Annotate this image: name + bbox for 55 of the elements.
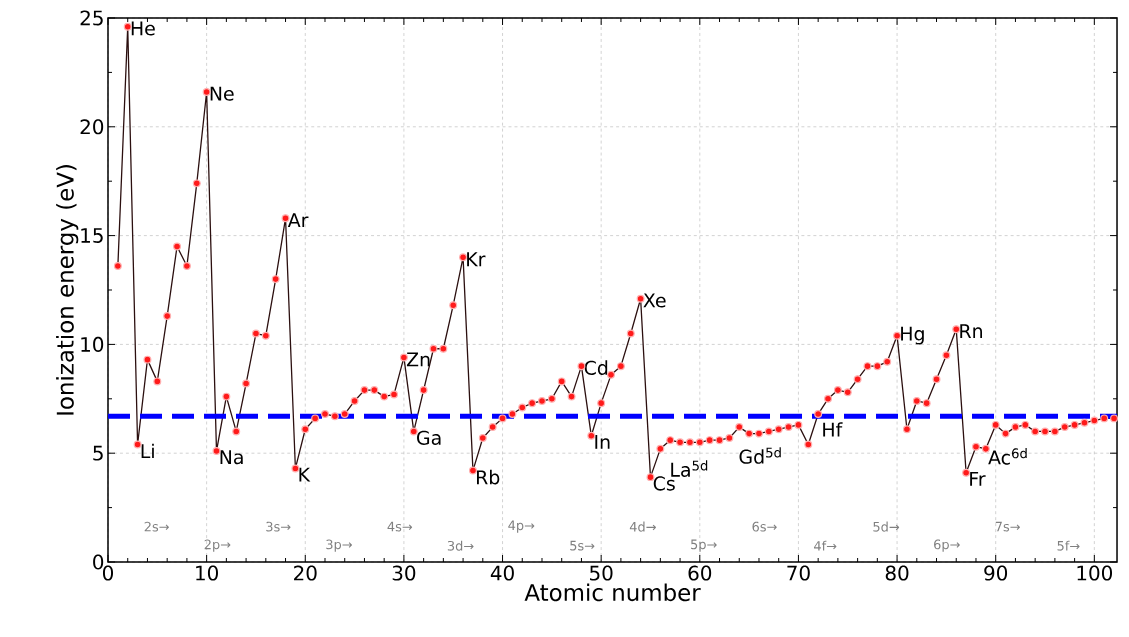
x-axis-title: Atomic number xyxy=(524,583,701,602)
annotation: 4p→ xyxy=(508,520,535,533)
annotation: 3d→ xyxy=(447,540,474,551)
annotation: Cd xyxy=(584,360,608,375)
annotation: 4s→ xyxy=(387,521,413,532)
annotation: 3p→ xyxy=(326,539,352,552)
annotation: K xyxy=(299,467,311,482)
annotation: Fr xyxy=(970,471,986,486)
annotation: 2p→ xyxy=(204,539,231,552)
y-axis-title: Ionization energy (eV) xyxy=(56,165,79,415)
y-tick-label: 25 xyxy=(80,10,103,26)
annotation: Hf xyxy=(823,422,843,437)
annotation: Ne xyxy=(210,86,234,101)
x-tick-label: 90 xyxy=(984,565,1008,581)
annotation: 5f→ xyxy=(1057,540,1080,551)
y-tick-label: 5 xyxy=(93,445,103,461)
annotation: Na xyxy=(220,450,243,465)
x-tick-label: 50 xyxy=(590,565,613,581)
annotation: Zn xyxy=(406,352,430,367)
annotation: La$^{5d}$ xyxy=(671,460,708,477)
annotation: 3s→ xyxy=(266,521,291,532)
annotation: Rb xyxy=(477,469,500,485)
annotation: 4d→ xyxy=(629,521,656,532)
annotation: Rn xyxy=(960,324,982,338)
y-tick-label: 15 xyxy=(81,228,103,243)
annotation: Hg xyxy=(901,326,924,345)
annotation: 7s→ xyxy=(995,521,1020,532)
annotation: 4f→ xyxy=(814,540,837,551)
x-tick-label: 20 xyxy=(294,565,317,581)
annotation: Cs xyxy=(653,476,675,491)
annotation: 5p→ xyxy=(691,539,717,552)
annotation: 5d→ xyxy=(873,521,900,532)
x-tick-label: 100 xyxy=(1077,565,1113,581)
annotation: 2s→ xyxy=(144,521,169,532)
x-tick-label: 70 xyxy=(787,565,810,581)
annotation: 6s→ xyxy=(752,521,777,532)
annotation: Ga xyxy=(417,430,441,445)
annotation: In xyxy=(595,434,610,449)
x-tick-label: 10 xyxy=(196,565,218,581)
annotation: Gd$^{5d}$ xyxy=(739,447,781,464)
annotation: 6p→ xyxy=(934,539,960,552)
y-tick-label: 20 xyxy=(80,119,104,135)
annotation: Li xyxy=(141,443,154,459)
x-tick-label: 80 xyxy=(885,565,909,581)
annotation: Xe xyxy=(643,293,666,308)
x-tick-label: 60 xyxy=(688,565,712,581)
annotation: Ar xyxy=(287,213,309,227)
y-tick-label: 0 xyxy=(93,554,104,570)
x-tick-label: 30 xyxy=(392,565,416,581)
annotation: Ac$^{6d}$ xyxy=(988,448,1027,465)
y-tick-label: 10 xyxy=(81,336,104,352)
annotation: 5s→ xyxy=(570,540,595,551)
annotation: He xyxy=(131,21,155,36)
annotation: Kr xyxy=(467,252,486,267)
x-tick-label: 40 xyxy=(490,565,514,581)
